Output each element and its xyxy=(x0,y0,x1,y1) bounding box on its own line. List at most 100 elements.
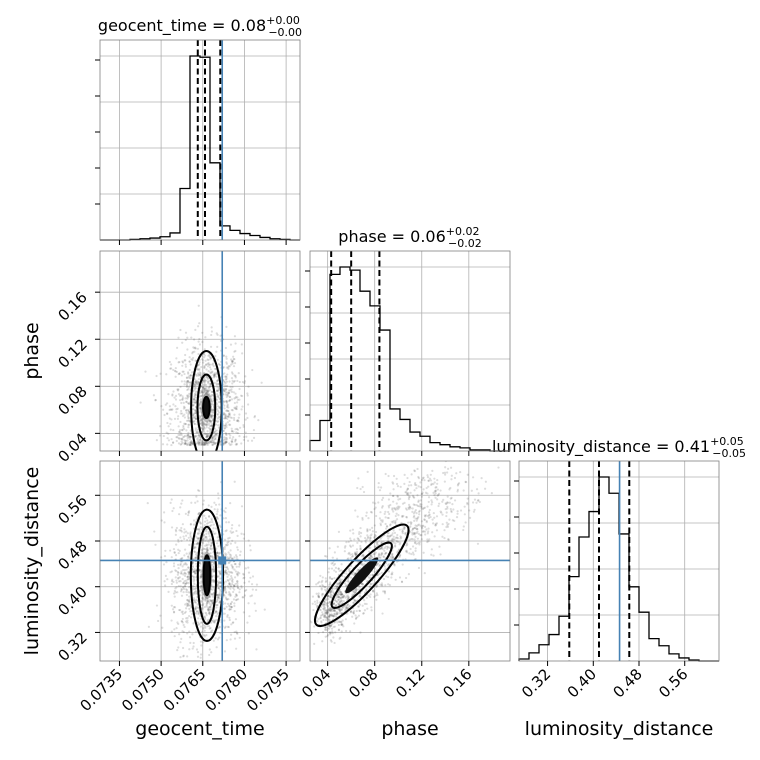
sample-point xyxy=(393,507,396,510)
sample-point xyxy=(415,487,418,490)
sample-point xyxy=(192,414,195,417)
sample-point xyxy=(165,373,168,376)
sample-point xyxy=(196,541,200,545)
sample-point xyxy=(209,440,212,444)
sample-point xyxy=(209,613,212,616)
sample-point xyxy=(230,377,234,380)
sample-point xyxy=(208,612,211,615)
sample-point xyxy=(206,539,209,542)
sample-point xyxy=(183,380,186,383)
sample-point xyxy=(177,336,180,339)
sample-point xyxy=(227,561,230,565)
sample-point xyxy=(182,535,185,538)
sample-point xyxy=(358,609,361,612)
sample-point xyxy=(240,585,243,588)
sample-point xyxy=(201,420,205,423)
sample-point xyxy=(407,497,411,501)
sample-point xyxy=(242,423,245,427)
sample-point xyxy=(321,592,325,595)
sample-point xyxy=(387,506,391,509)
sample-point xyxy=(325,599,328,602)
sample-point xyxy=(196,651,200,654)
sample-point xyxy=(180,587,183,591)
sample-point xyxy=(223,426,227,430)
sample-point xyxy=(240,343,243,346)
sample-point xyxy=(426,540,429,544)
sample-point xyxy=(209,419,212,422)
sample-point xyxy=(445,521,448,524)
sample-point xyxy=(200,391,203,394)
sample-point xyxy=(339,591,343,594)
sample-point xyxy=(235,431,238,434)
sample-point xyxy=(411,533,414,536)
sample-point xyxy=(225,544,228,547)
sample-point xyxy=(422,507,425,511)
sample-point xyxy=(216,551,219,554)
sample-point xyxy=(410,552,413,556)
sample-point xyxy=(183,554,186,557)
sample-point xyxy=(172,605,176,609)
sample-point xyxy=(182,587,186,591)
sample-point xyxy=(227,625,230,629)
sample-point xyxy=(410,473,413,476)
sample-point xyxy=(188,551,191,554)
sample-point xyxy=(199,532,202,535)
sample-point xyxy=(181,361,185,364)
sample-point xyxy=(326,602,329,605)
sample-point xyxy=(327,615,330,618)
sample-point xyxy=(207,361,210,365)
sample-point xyxy=(373,595,376,598)
sample-point xyxy=(463,505,466,508)
sample-point xyxy=(380,540,383,543)
sample-point xyxy=(224,417,227,420)
sample-point xyxy=(203,616,206,619)
sample-point xyxy=(217,400,220,404)
sample-point xyxy=(218,405,221,409)
sample-point xyxy=(163,511,166,514)
sample-point xyxy=(339,610,342,613)
sample-point xyxy=(194,392,197,395)
sample-point xyxy=(231,372,234,375)
sample-point xyxy=(233,556,236,559)
contour-line xyxy=(330,541,393,609)
scatter-points xyxy=(139,304,263,451)
sample-point xyxy=(232,380,236,383)
sample-point xyxy=(325,610,329,613)
sample-point xyxy=(419,505,422,508)
sample-point xyxy=(432,511,435,515)
sample-point xyxy=(180,412,184,415)
sample-point xyxy=(202,443,205,446)
sample-point xyxy=(201,430,204,434)
sample-point xyxy=(174,394,178,397)
sample-point xyxy=(203,524,206,527)
sample-point xyxy=(426,532,429,535)
sample-point xyxy=(213,437,217,441)
sample-point xyxy=(225,362,228,365)
sample-point xyxy=(202,427,205,430)
sample-point xyxy=(418,509,421,512)
sample-point xyxy=(175,370,178,374)
sample-point xyxy=(173,417,177,420)
sample-point xyxy=(197,381,200,384)
sample-point xyxy=(407,503,411,506)
sample-point xyxy=(206,602,209,605)
sample-point xyxy=(199,372,202,375)
x-tick-label: 0.0750 xyxy=(118,665,168,715)
sample-point xyxy=(378,564,381,568)
sample-point xyxy=(238,434,241,438)
sample-point xyxy=(212,364,215,368)
sample-point xyxy=(197,531,200,535)
sample-point xyxy=(225,437,229,440)
sample-point xyxy=(369,537,372,540)
sample-point xyxy=(448,501,451,504)
panel-frame xyxy=(518,460,720,662)
sample-point xyxy=(201,388,204,392)
sample-point xyxy=(187,386,190,389)
sample-point xyxy=(244,589,247,593)
sample-point xyxy=(225,384,229,388)
sample-point xyxy=(198,361,201,364)
sample-point xyxy=(351,593,354,596)
sample-point xyxy=(193,570,196,573)
sample-point xyxy=(209,605,212,609)
sample-point xyxy=(179,585,182,588)
